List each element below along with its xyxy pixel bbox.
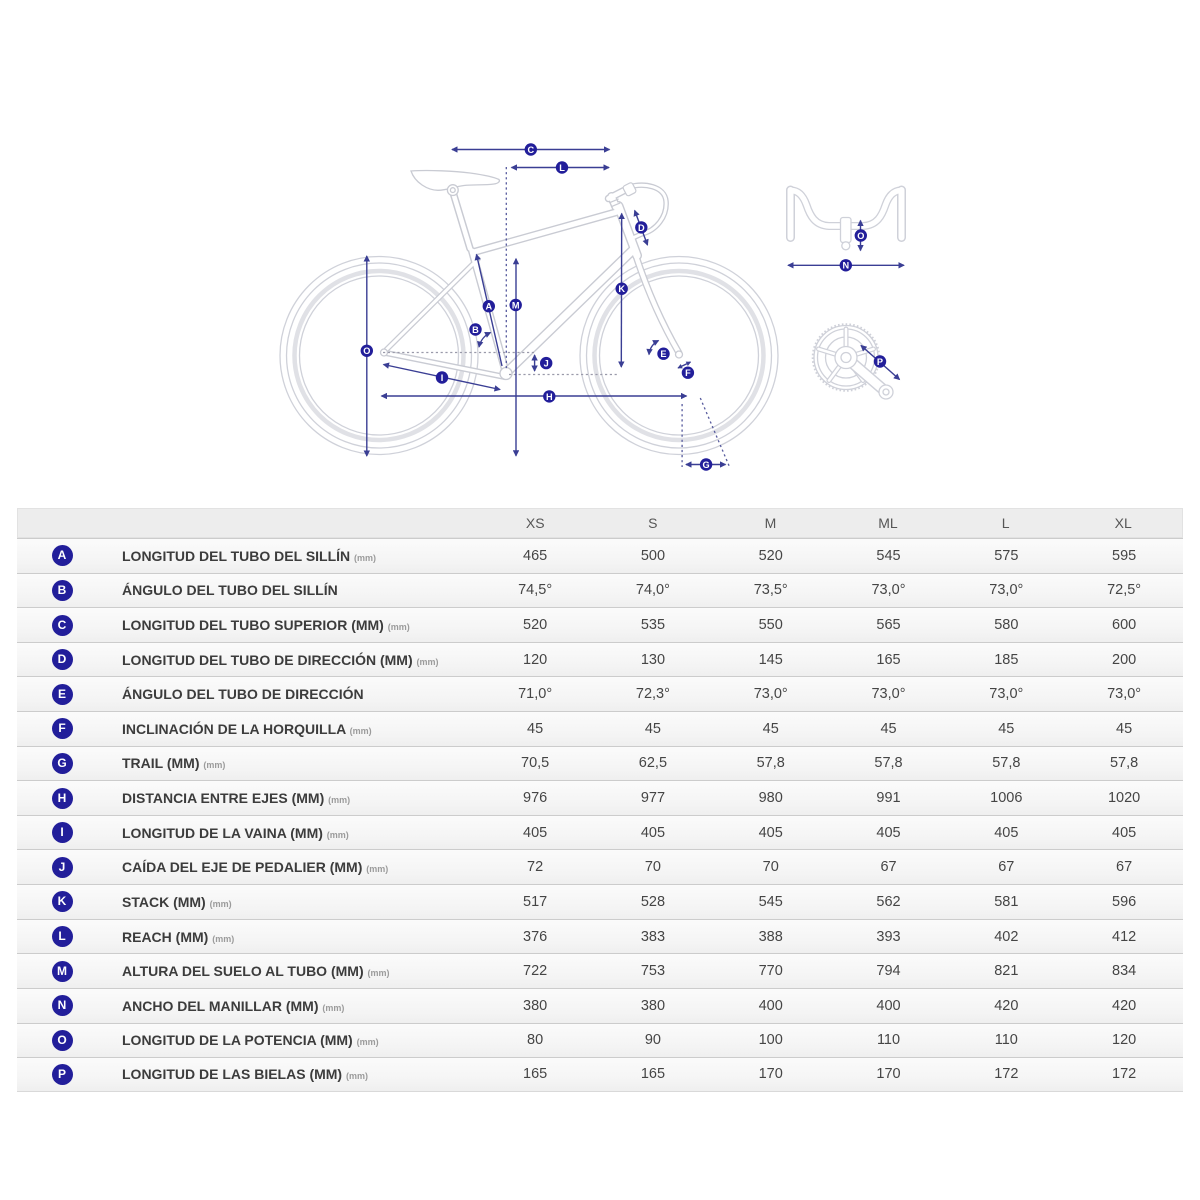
svg-text:K: K bbox=[618, 284, 625, 294]
svg-text:N: N bbox=[842, 261, 849, 271]
svg-text:M: M bbox=[512, 300, 520, 310]
svg-text:F: F bbox=[685, 368, 691, 378]
svg-text:A: A bbox=[485, 302, 492, 312]
svg-text:G: G bbox=[703, 460, 710, 470]
svg-text:L: L bbox=[559, 163, 565, 173]
svg-text:E: E bbox=[660, 349, 666, 359]
svg-text:I: I bbox=[441, 373, 444, 383]
svg-text:H: H bbox=[546, 392, 553, 402]
svg-text:O: O bbox=[363, 346, 370, 356]
svg-text:C: C bbox=[527, 145, 534, 155]
svg-text:P: P bbox=[877, 357, 883, 367]
svg-text:B: B bbox=[472, 325, 479, 335]
svg-text:D: D bbox=[638, 223, 645, 233]
svg-text:O: O bbox=[857, 231, 864, 241]
svg-text:J: J bbox=[544, 359, 549, 369]
